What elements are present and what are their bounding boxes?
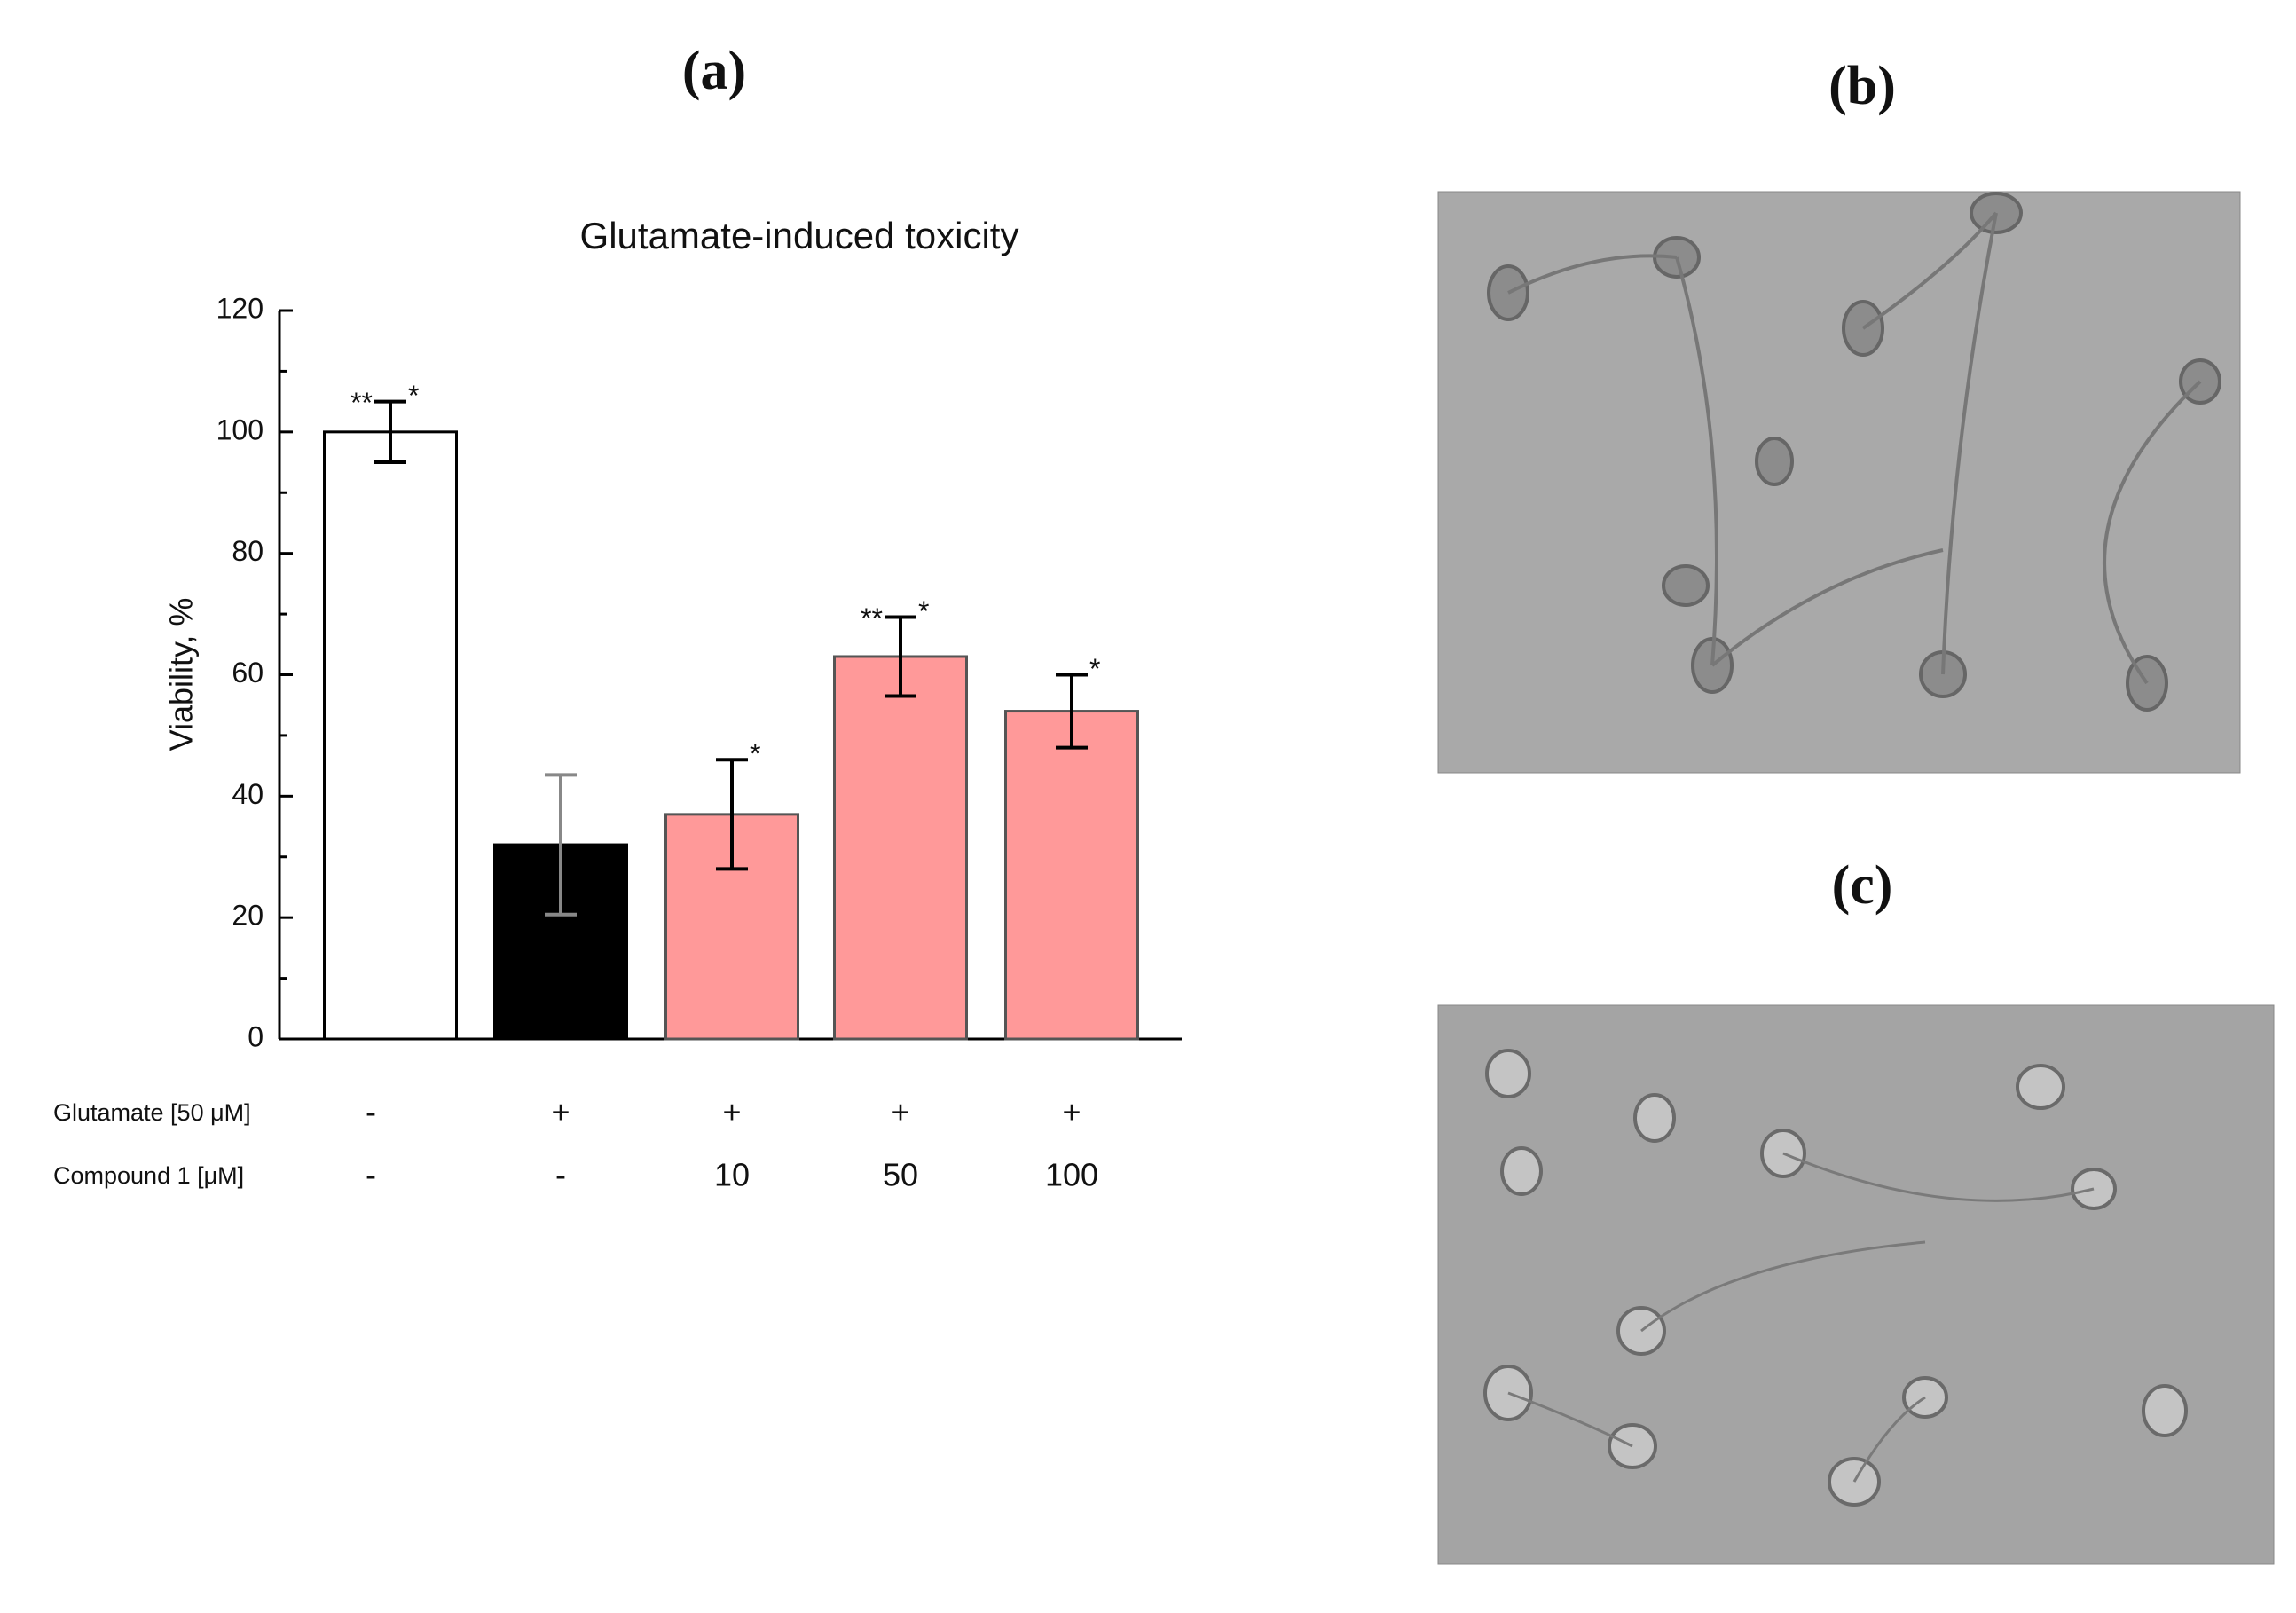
- bar: [1004, 710, 1139, 1041]
- y-tick-label: 0: [248, 1020, 263, 1052]
- condition-value: -: [366, 1157, 376, 1193]
- error-bar: [1056, 673, 1088, 750]
- condition-value: 10: [714, 1157, 750, 1193]
- bar: [323, 430, 458, 1041]
- significance-label: *: [1089, 653, 1100, 685]
- condition-value: +: [1062, 1094, 1081, 1130]
- condition-label: Glutamate [50 μM]: [53, 1099, 251, 1126]
- y-tick-label: 100: [216, 413, 263, 445]
- y-axis-label: Viability, %: [163, 598, 200, 751]
- condition-value: -: [366, 1094, 376, 1130]
- neurites: [1507, 211, 2202, 685]
- micrograph-c: [1437, 1004, 2275, 1565]
- condition-value: 100: [1045, 1157, 1098, 1193]
- y-tick-label: 120: [216, 292, 263, 324]
- significance-label: **: [350, 387, 373, 419]
- significance-label: *: [750, 738, 760, 770]
- condition-value: -: [555, 1157, 566, 1193]
- y-tick-label: 60: [232, 657, 263, 688]
- micrograph-b: [1437, 191, 2241, 774]
- significance-label: **: [861, 602, 883, 634]
- y-tick-label: 20: [232, 900, 263, 932]
- image-frame: [1437, 191, 2241, 774]
- condition-value: 50: [883, 1157, 918, 1193]
- error-bar: [716, 758, 748, 871]
- panel-label: (a): [682, 41, 746, 101]
- chart-title: Glutamate-induced toxicity: [580, 215, 1019, 256]
- condition-value: +: [551, 1094, 570, 1130]
- y-tick-label: 40: [232, 778, 263, 810]
- panel-label: (c): [1832, 855, 1893, 916]
- panel-label: (b): [1828, 56, 1896, 116]
- neurites: [1507, 1152, 2095, 1483]
- bar: [833, 655, 968, 1041]
- cells: [1483, 1049, 2188, 1507]
- significance-label: *: [408, 380, 419, 412]
- error-bar: [885, 615, 916, 698]
- error-bar: [545, 773, 577, 917]
- y-tick-label: 80: [232, 535, 263, 567]
- condition-value: +: [891, 1094, 909, 1130]
- error-bar: [374, 399, 406, 465]
- significance-label: *: [918, 595, 929, 627]
- condition-value: +: [722, 1094, 741, 1130]
- condition-label: Compound 1 [μM]: [53, 1162, 244, 1189]
